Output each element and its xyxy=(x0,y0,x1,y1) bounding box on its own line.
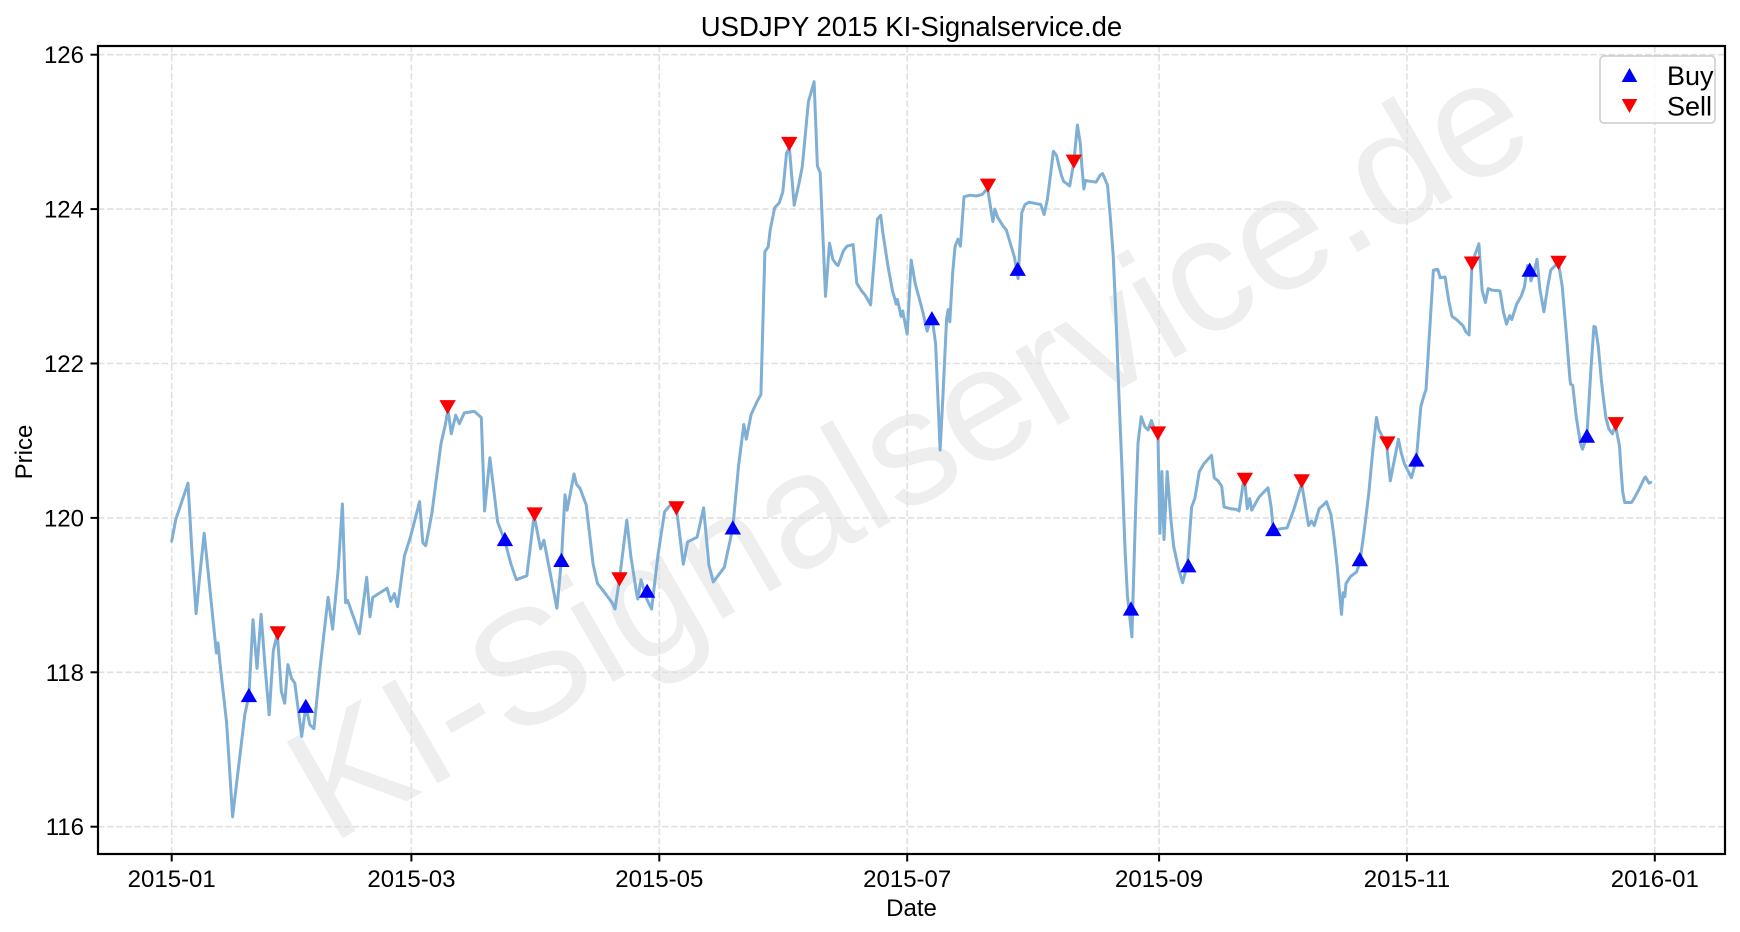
svg-text:Buy: Buy xyxy=(1667,61,1714,91)
svg-text:Date: Date xyxy=(886,895,937,922)
svg-text:2015-09: 2015-09 xyxy=(1115,866,1203,893)
svg-text:Price: Price xyxy=(11,425,38,480)
svg-text:118: 118 xyxy=(46,660,84,687)
svg-text:126: 126 xyxy=(44,42,84,69)
svg-text:116: 116 xyxy=(46,814,84,841)
svg-text:Sell: Sell xyxy=(1667,91,1712,121)
svg-text:122: 122 xyxy=(44,351,84,378)
svg-text:120: 120 xyxy=(44,505,84,532)
svg-text:2016-01: 2016-01 xyxy=(1611,866,1699,893)
svg-text:2015-07: 2015-07 xyxy=(863,866,951,893)
svg-text:124: 124 xyxy=(44,197,84,224)
svg-text:USDJPY 2015 KI-Signalservice.d: USDJPY 2015 KI-Signalservice.de xyxy=(701,11,1122,42)
svg-text:2015-01: 2015-01 xyxy=(128,866,216,893)
svg-text:2015-03: 2015-03 xyxy=(367,866,455,893)
svg-text:2015-11: 2015-11 xyxy=(1364,866,1450,893)
svg-text:2015-05: 2015-05 xyxy=(615,866,703,893)
